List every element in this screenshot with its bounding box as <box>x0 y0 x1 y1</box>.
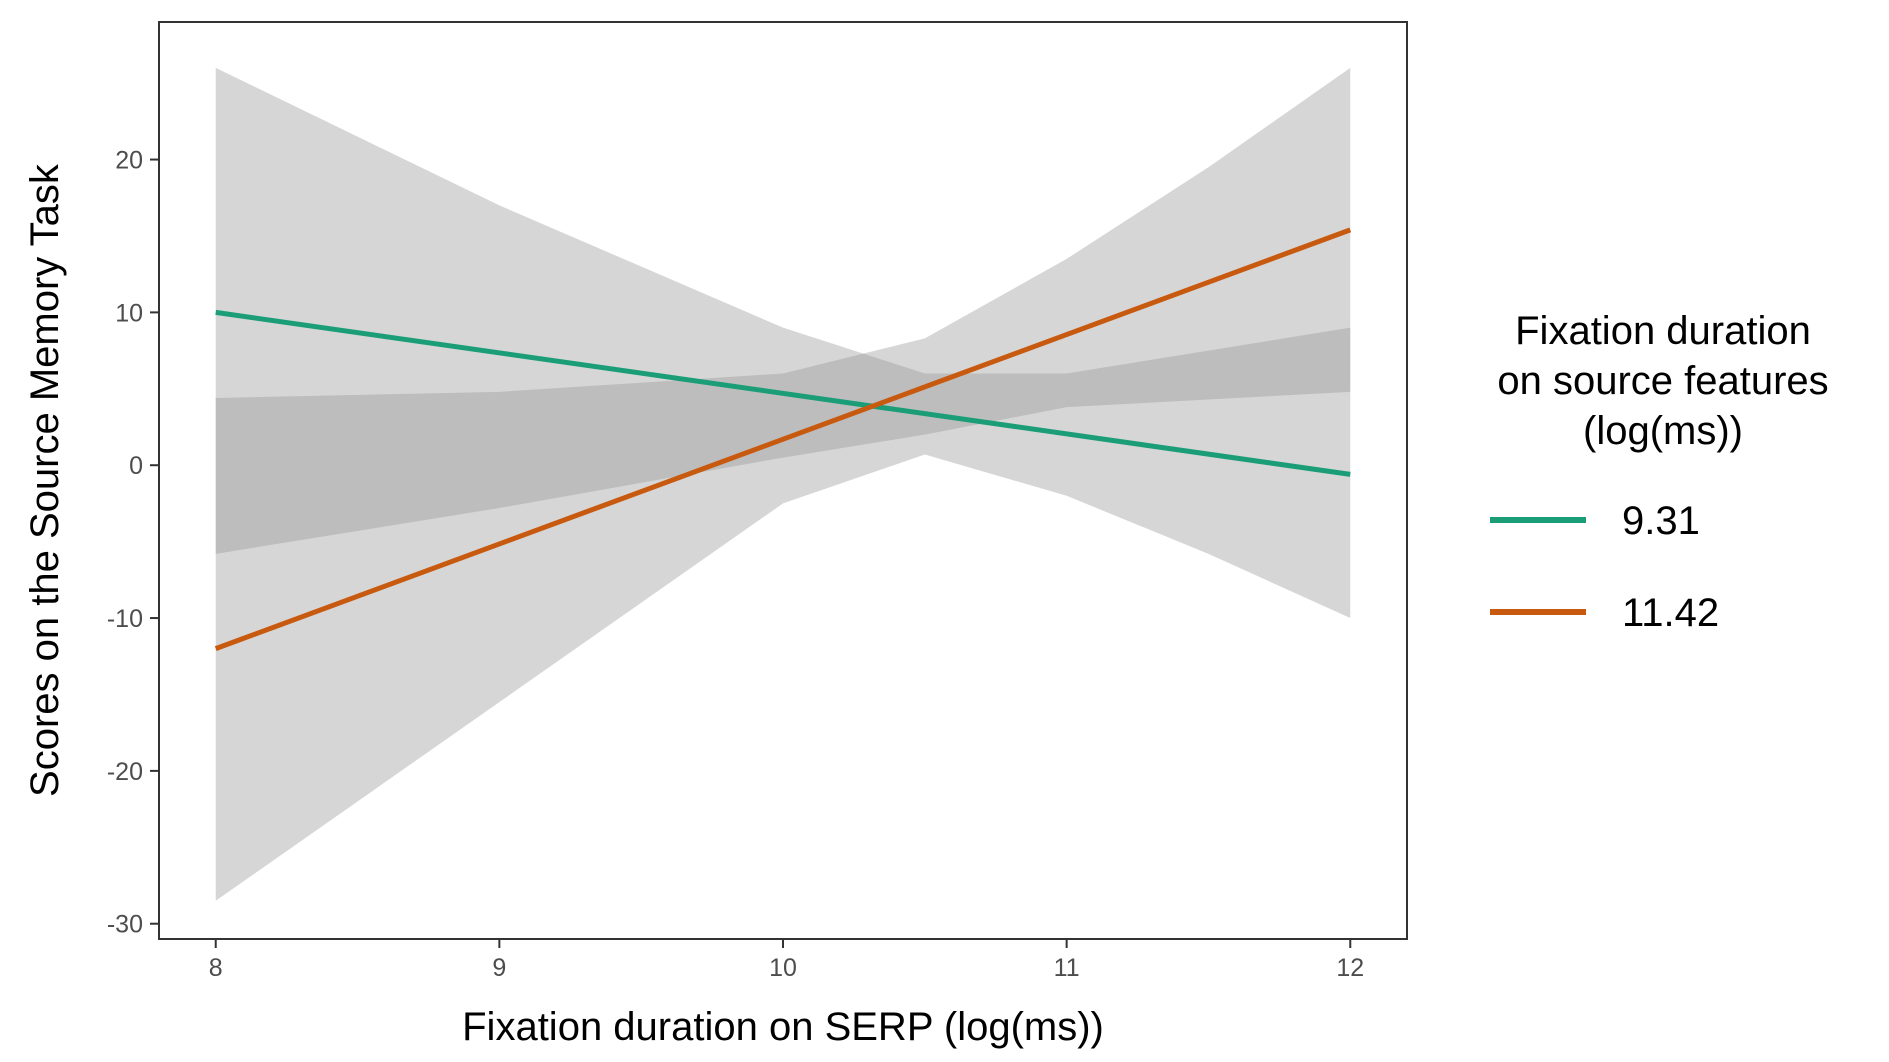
y-tick-label: -30 <box>107 911 143 939</box>
legend-title-line-2: on source features <box>1497 359 1828 403</box>
x-tick-label: 11 <box>1054 954 1080 982</box>
y-axis: -30 -20 -10 0 10 20 <box>107 147 159 939</box>
series-line-2 <box>214 227 1352 651</box>
confidence-band-2 <box>215 67 1351 554</box>
x-axis-title: Fixation duration on SERP (log(ms)) <box>462 1005 1104 1049</box>
x-tick-label: 9 <box>492 954 506 982</box>
x-axis: 8 9 10 11 12 <box>209 939 1364 982</box>
x-tick-label: 10 <box>769 954 797 982</box>
legend-label-2: 11.42 <box>1622 591 1719 635</box>
x-tick-label: 12 <box>1336 954 1364 982</box>
legend-label-1: 9.31 <box>1622 499 1700 543</box>
y-tick-label: 20 <box>115 147 143 175</box>
confidence-bands <box>215 67 1351 901</box>
confidence-band-1 <box>215 67 1351 901</box>
legend: Fixation duration on source features (lo… <box>1490 309 1829 635</box>
legend-items: 9.31 11.42 <box>1490 499 1719 635</box>
y-tick-label: 0 <box>129 452 143 480</box>
legend-title-line-3: (log(ms)) <box>1583 409 1743 453</box>
legend-title-line-1: Fixation duration <box>1515 309 1811 353</box>
y-tick-label: 10 <box>115 299 143 327</box>
x-tick-label: 8 <box>209 954 223 982</box>
y-tick-label: -10 <box>107 605 143 633</box>
y-tick-label: -20 <box>107 758 143 786</box>
series-lines <box>214 227 1352 651</box>
series-line-1 <box>215 309 1351 477</box>
y-axis-title: Scores on the Source Memory Task <box>23 163 67 797</box>
